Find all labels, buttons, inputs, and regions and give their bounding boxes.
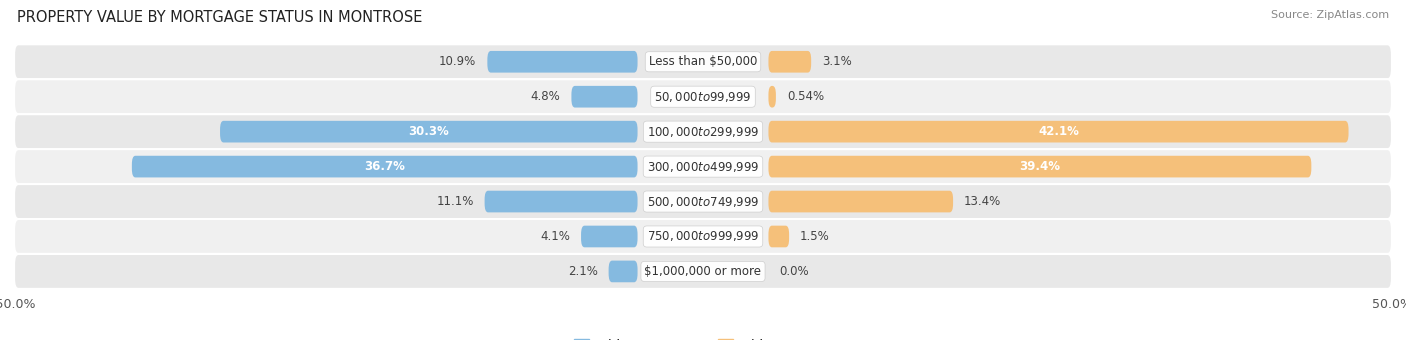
FancyBboxPatch shape	[14, 254, 1392, 289]
Text: PROPERTY VALUE BY MORTGAGE STATUS IN MONTROSE: PROPERTY VALUE BY MORTGAGE STATUS IN MON…	[17, 10, 422, 25]
Text: $750,000 to $999,999: $750,000 to $999,999	[647, 230, 759, 243]
FancyBboxPatch shape	[609, 260, 637, 282]
FancyBboxPatch shape	[769, 156, 1312, 177]
FancyBboxPatch shape	[769, 121, 1348, 142]
Text: $500,000 to $749,999: $500,000 to $749,999	[647, 194, 759, 208]
FancyBboxPatch shape	[14, 184, 1392, 219]
FancyBboxPatch shape	[581, 226, 637, 247]
Legend: Without Mortgage, With Mortgage: Without Mortgage, With Mortgage	[569, 334, 837, 340]
FancyBboxPatch shape	[488, 51, 637, 73]
Text: 0.54%: 0.54%	[787, 90, 824, 103]
Text: 1.5%: 1.5%	[800, 230, 830, 243]
FancyBboxPatch shape	[571, 86, 637, 107]
FancyBboxPatch shape	[485, 191, 637, 212]
Text: 3.1%: 3.1%	[823, 55, 852, 68]
FancyBboxPatch shape	[132, 156, 637, 177]
FancyBboxPatch shape	[14, 114, 1392, 149]
Text: 36.7%: 36.7%	[364, 160, 405, 173]
Text: $300,000 to $499,999: $300,000 to $499,999	[647, 159, 759, 174]
Text: 4.1%: 4.1%	[540, 230, 569, 243]
FancyBboxPatch shape	[769, 51, 811, 73]
Text: 39.4%: 39.4%	[1019, 160, 1060, 173]
Text: Source: ZipAtlas.com: Source: ZipAtlas.com	[1271, 10, 1389, 20]
Text: 42.1%: 42.1%	[1038, 125, 1078, 138]
Text: 11.1%: 11.1%	[436, 195, 474, 208]
Text: $1,000,000 or more: $1,000,000 or more	[644, 265, 762, 278]
FancyBboxPatch shape	[14, 44, 1392, 79]
FancyBboxPatch shape	[14, 149, 1392, 184]
FancyBboxPatch shape	[769, 226, 789, 247]
Text: $100,000 to $299,999: $100,000 to $299,999	[647, 125, 759, 139]
FancyBboxPatch shape	[769, 86, 776, 107]
Text: 2.1%: 2.1%	[568, 265, 598, 278]
FancyBboxPatch shape	[14, 219, 1392, 254]
Text: 0.0%: 0.0%	[779, 265, 808, 278]
FancyBboxPatch shape	[14, 79, 1392, 114]
Text: 30.3%: 30.3%	[408, 125, 449, 138]
Text: $50,000 to $99,999: $50,000 to $99,999	[654, 90, 752, 104]
Text: 13.4%: 13.4%	[965, 195, 1001, 208]
Text: 4.8%: 4.8%	[530, 90, 561, 103]
FancyBboxPatch shape	[221, 121, 637, 142]
FancyBboxPatch shape	[769, 191, 953, 212]
Text: 10.9%: 10.9%	[439, 55, 477, 68]
Text: Less than $50,000: Less than $50,000	[648, 55, 758, 68]
